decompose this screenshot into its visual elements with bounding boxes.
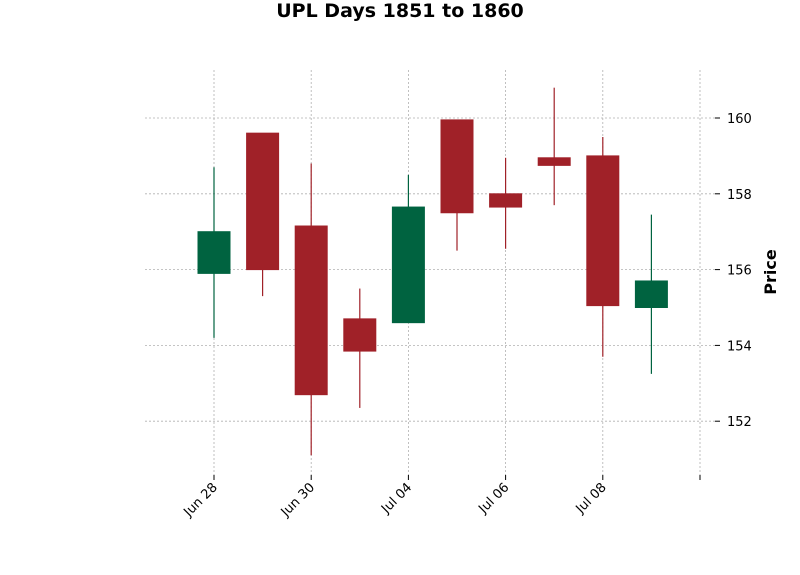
candles [197,87,668,456]
y-axis-label: Price [761,249,780,295]
x-tick-label: Jul 06 [475,480,512,517]
x-tick-label: Jul 08 [573,480,610,517]
x-axis: Jun 28 Jun 30 Jul 04 Jul 06 Jul 08 [181,475,701,521]
candle-body [586,155,620,307]
candle [197,167,231,338]
y-tick-label: 160 [727,112,752,127]
y-axis: 152 154 156 158 160 [715,112,752,430]
candle-body [634,280,668,309]
candle [440,119,474,251]
candle-body [246,132,280,271]
candle [489,157,523,249]
x-tick-label: Jun 30 [278,480,318,520]
candle [634,214,668,374]
candle [343,288,377,408]
candle-body [294,225,328,396]
candle [294,163,328,456]
candle-body [440,119,474,214]
candle-body [489,193,523,208]
candle-body [391,206,425,324]
candle-body [197,231,231,274]
y-tick-label: 158 [727,188,752,203]
candle [246,132,280,297]
candle [391,174,425,324]
candle-body [343,318,377,352]
chart-title: UPL Days 1851 to 1860 [276,0,524,22]
candle [537,87,571,206]
x-tick-label: Jul 04 [378,480,415,517]
y-tick-label: 154 [727,339,752,354]
candle-body [537,157,571,166]
candle [586,136,620,357]
y-tick-label: 152 [727,415,752,430]
x-tick-label: Jun 28 [181,480,221,520]
y-tick-label: 156 [727,264,752,279]
